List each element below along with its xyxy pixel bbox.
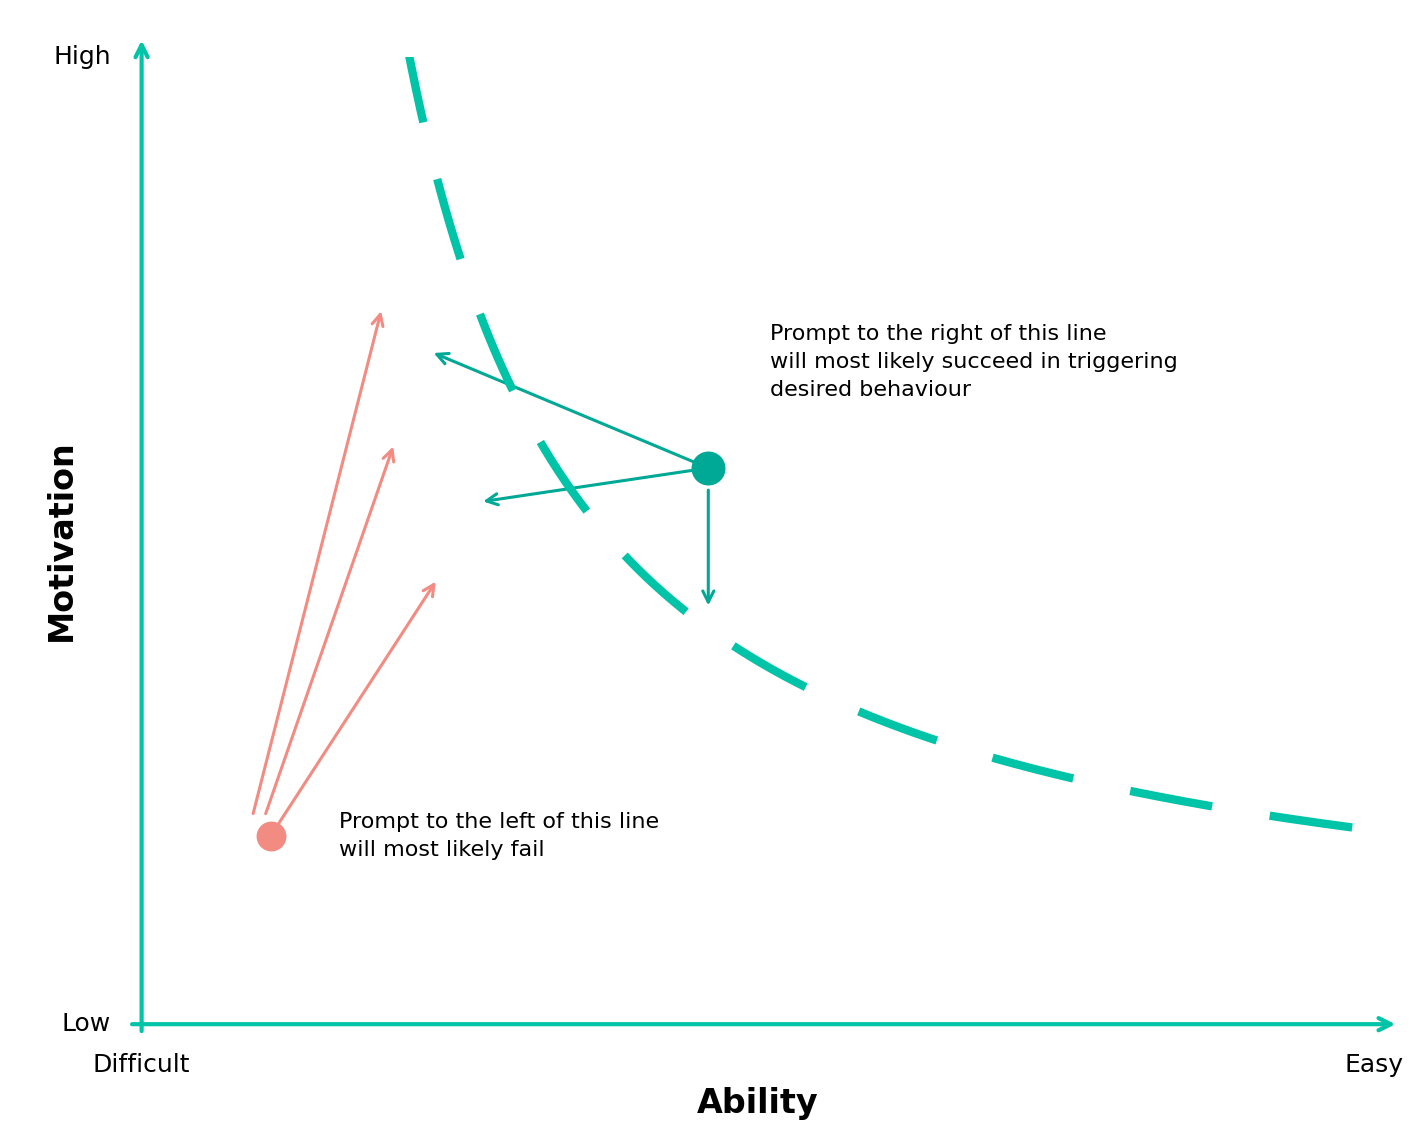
Text: High: High (54, 44, 110, 69)
Text: Prompt to the right of this line
will most likely succeed in triggering
desired : Prompt to the right of this line will mo… (770, 324, 1178, 401)
Text: Ability: Ability (697, 1087, 818, 1120)
Text: Prompt to the left of this line
will most likely fail: Prompt to the left of this line will mos… (338, 811, 658, 859)
Text: Motivation: Motivation (45, 439, 78, 642)
Point (259, 826, 282, 844)
Text: Difficult: Difficult (93, 1054, 190, 1078)
Text: Easy: Easy (1344, 1054, 1403, 1078)
Text: Low: Low (61, 1012, 110, 1037)
Point (697, 459, 719, 477)
